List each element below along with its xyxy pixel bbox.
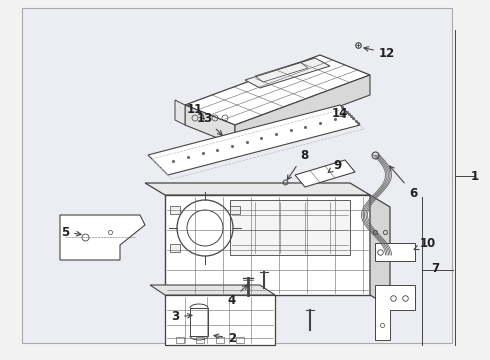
Polygon shape <box>148 105 360 175</box>
Text: 11: 11 <box>187 103 204 119</box>
Bar <box>176 337 184 343</box>
Polygon shape <box>235 75 370 145</box>
Polygon shape <box>145 183 370 195</box>
Polygon shape <box>165 195 370 295</box>
Text: 5: 5 <box>61 225 81 239</box>
Text: 4: 4 <box>228 285 247 306</box>
Text: 3: 3 <box>171 310 192 324</box>
Bar <box>236 337 244 343</box>
Text: 6: 6 <box>390 166 417 199</box>
Text: 14: 14 <box>332 107 348 120</box>
Text: 2: 2 <box>214 332 236 345</box>
Polygon shape <box>295 160 355 187</box>
Bar <box>22 8 452 343</box>
Bar <box>170 244 180 252</box>
Bar <box>196 337 204 343</box>
Polygon shape <box>150 285 275 295</box>
Polygon shape <box>185 105 235 145</box>
Text: 8: 8 <box>287 149 308 180</box>
Bar <box>216 337 224 343</box>
Polygon shape <box>245 58 330 88</box>
Text: 9: 9 <box>328 158 342 172</box>
Text: 13: 13 <box>197 112 222 135</box>
Bar <box>375 243 415 261</box>
Bar <box>190 308 208 336</box>
Text: 1: 1 <box>471 170 479 183</box>
Bar <box>230 206 240 214</box>
Polygon shape <box>60 215 145 260</box>
Bar <box>230 200 350 255</box>
Text: 10: 10 <box>414 237 436 249</box>
Polygon shape <box>185 55 370 125</box>
Text: 7: 7 <box>431 261 439 274</box>
Bar <box>170 206 180 214</box>
Polygon shape <box>165 295 275 345</box>
Polygon shape <box>375 285 415 340</box>
Polygon shape <box>175 100 185 125</box>
Text: 12: 12 <box>364 46 395 59</box>
Polygon shape <box>370 195 390 307</box>
